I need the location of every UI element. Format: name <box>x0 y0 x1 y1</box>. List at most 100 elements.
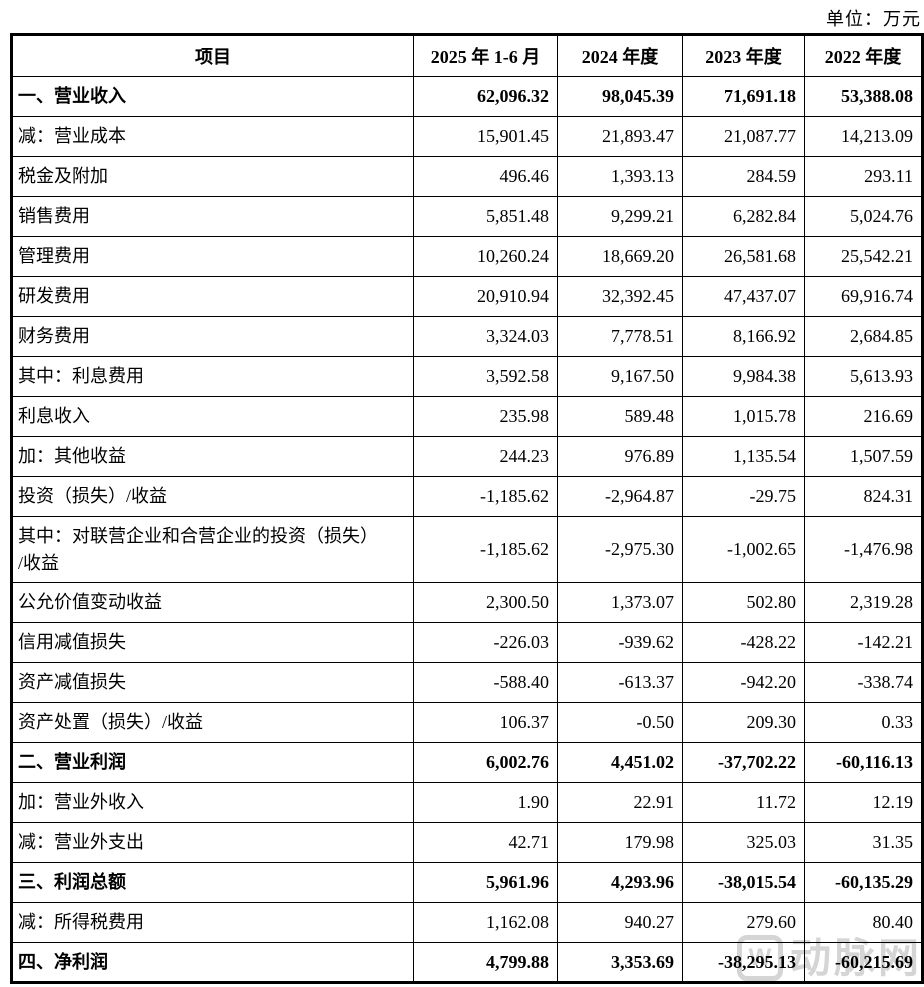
row-value: 12.19 <box>804 782 923 823</box>
header-2025h1: 2025 年 1-6 月 <box>413 34 558 77</box>
row-value: 21,087.77 <box>682 116 805 157</box>
row-label: 管理费用 <box>11 236 414 277</box>
row-value: 32,392.45 <box>557 276 683 317</box>
row-value: 4,451.02 <box>557 742 683 783</box>
row-value: -1,185.62 <box>413 476 558 517</box>
table-row: 减：营业成本 15,901.45 21,893.47 21,087.77 14,213.… <box>11 116 923 157</box>
row-value: -939.62 <box>557 622 683 663</box>
row-value: -60,116.13 <box>804 742 923 783</box>
row-label: 其中：对联营企业和合营企业的投资（损失） /收益 <box>11 516 414 583</box>
row-value: 10,260.24 <box>413 236 558 277</box>
row-value: 6,002.76 <box>413 742 558 783</box>
row-value: -2,975.30 <box>557 516 683 583</box>
row-label: 二、营业利润 <box>11 742 414 783</box>
row-value: 3,353.69 <box>557 942 683 983</box>
row-value: 14,213.09 <box>804 116 923 157</box>
row-value: 1,135.54 <box>682 436 805 477</box>
row-value: -29.75 <box>682 476 805 517</box>
row-value: -60,215.69 <box>804 942 923 983</box>
row-label: 减：营业外支出 <box>11 822 414 863</box>
row-value: 9,167.50 <box>557 356 683 397</box>
header-item: 项目 <box>11 34 414 77</box>
row-label: 税金及附加 <box>11 156 414 197</box>
row-value: 31.35 <box>804 822 923 863</box>
row-value: 1.90 <box>413 782 558 823</box>
row-value: 11.72 <box>682 782 805 823</box>
row-value: 284.59 <box>682 156 805 197</box>
row-value: 5,613.93 <box>804 356 923 397</box>
unit-label: 单位：万元 <box>826 9 921 29</box>
income-statement-table: 项目 2025 年 1-6 月 2024 年度 2023 年度 2022 年度 … <box>10 33 924 984</box>
row-value: -942.20 <box>682 662 805 703</box>
header-row: 项目 2025 年 1-6 月 2024 年度 2023 年度 2022 年度 <box>11 34 923 77</box>
row-value: 106.37 <box>413 702 558 743</box>
row-value: 3,324.03 <box>413 316 558 357</box>
row-value: 25,542.21 <box>804 236 923 277</box>
row-value: 2,684.85 <box>804 316 923 357</box>
row-label: 利息收入 <box>11 396 414 437</box>
row-value: 62,096.32 <box>413 76 558 117</box>
row-value: 3,592.58 <box>413 356 558 397</box>
row-label: 加：营业外收入 <box>11 782 414 823</box>
row-value: 7,778.51 <box>557 316 683 357</box>
table-row: 资产减值损失 -588.40 -613.37 -942.20 -338.74 <box>11 662 923 703</box>
row-value: 18,669.20 <box>557 236 683 277</box>
row-value: 502.80 <box>682 582 805 623</box>
row-value: 279.60 <box>682 902 805 943</box>
row-value: 216.69 <box>804 396 923 437</box>
row-value: 1,373.07 <box>557 582 683 623</box>
row-value: 235.98 <box>413 396 558 437</box>
row-value: 1,507.59 <box>804 436 923 477</box>
row-value: -2,964.87 <box>557 476 683 517</box>
row-value: 5,024.76 <box>804 196 923 237</box>
row-value: 5,851.48 <box>413 196 558 237</box>
row-value: 2,319.28 <box>804 582 923 623</box>
table-row: 投资（损失）/收益 -1,185.62 -2,964.87 -29.75 824.31 <box>11 476 923 517</box>
row-value: 4,293.96 <box>557 862 683 903</box>
row-value: 496.46 <box>413 156 558 197</box>
row-value: 69,916.74 <box>804 276 923 317</box>
row-value: -1,476.98 <box>804 516 923 583</box>
table-row: 销售费用 5,851.48 9,299.21 6,282.84 5,024.76 <box>11 196 923 237</box>
row-value: 22.91 <box>557 782 683 823</box>
table-row: 四、净利润 4,799.88 3,353.69 -38,295.13 -60,215.6… <box>11 942 923 983</box>
row-label: 资产处置（损失）/收益 <box>11 702 414 743</box>
row-value: 5,961.96 <box>413 862 558 903</box>
row-value: 325.03 <box>682 822 805 863</box>
table-row: 三、利润总额 5,961.96 4,293.96 -38,015.54 -60,135.… <box>11 862 923 903</box>
row-value: 8,166.92 <box>682 316 805 357</box>
table-row: 一、营业收入 62,096.32 98,045.39 71,691.18 53,388.… <box>11 76 923 117</box>
row-value: 6,282.84 <box>682 196 805 237</box>
row-label: 信用减值损失 <box>11 622 414 663</box>
row-value: 589.48 <box>557 396 683 437</box>
table-row: 资产处置（损失）/收益 106.37 -0.50 209.30 0.33 <box>11 702 923 743</box>
row-value: 47,437.07 <box>682 276 805 317</box>
row-label: 三、利润总额 <box>11 862 414 903</box>
row-value: -38,015.54 <box>682 862 805 903</box>
financial-table-body: 一、营业收入 62,096.32 98,045.39 71,691.18 53,388.… <box>11 76 923 983</box>
row-value: 98,045.39 <box>557 76 683 117</box>
row-value: 71,691.18 <box>682 76 805 117</box>
table-row: 信用减值损失 -226.03 -939.62 -428.22 -142.21 <box>11 622 923 663</box>
row-label: 资产减值损失 <box>11 662 414 703</box>
header-2022: 2022 年度 <box>804 34 923 77</box>
row-value: 940.27 <box>557 902 683 943</box>
row-value: 26,581.68 <box>682 236 805 277</box>
row-value: -38,295.13 <box>682 942 805 983</box>
row-label: 销售费用 <box>11 196 414 237</box>
row-value: 15,901.45 <box>413 116 558 157</box>
row-value: 1,015.78 <box>682 396 805 437</box>
table-row: 二、营业利润 6,002.76 4,451.02 -37,702.22 -60,116.… <box>11 742 923 783</box>
row-value: -60,135.29 <box>804 862 923 903</box>
row-value: 9,299.21 <box>557 196 683 237</box>
row-label: 其中：利息费用 <box>11 356 414 397</box>
row-value: 21,893.47 <box>557 116 683 157</box>
row-value: 9,984.38 <box>682 356 805 397</box>
table-row: 加：营业外收入 1.90 22.91 11.72 12.19 <box>11 782 923 823</box>
row-value: 1,162.08 <box>413 902 558 943</box>
table-row: 利息收入 235.98 589.48 1,015.78 216.69 <box>11 396 923 437</box>
row-label: 研发费用 <box>11 276 414 317</box>
row-label: 财务费用 <box>11 316 414 357</box>
table-row: 加：其他收益 244.23 976.89 1,135.54 1,507.59 <box>11 436 923 477</box>
row-value: 20,910.94 <box>413 276 558 317</box>
